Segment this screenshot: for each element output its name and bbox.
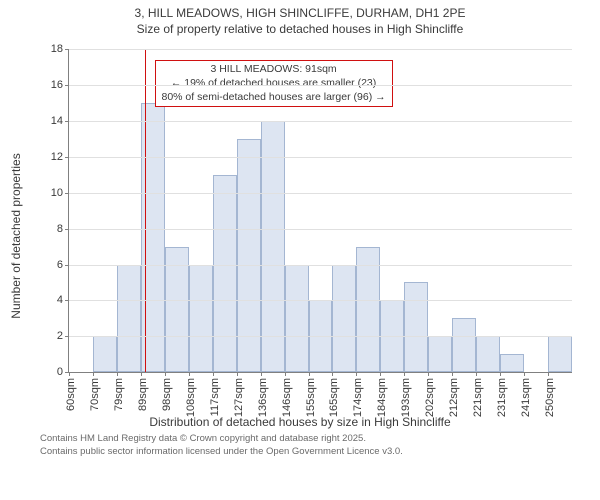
y-tick-label: 6 [57, 259, 69, 271]
annotation-line-1: 3 HILL MEADOWS: 91sqm [162, 63, 386, 77]
y-tick-label: 4 [57, 294, 69, 306]
histogram-bar [332, 265, 356, 373]
x-tick-mark [213, 372, 214, 376]
x-tick-label: 221sqm [472, 378, 484, 417]
histogram-bar [548, 336, 572, 372]
x-tick-label: 193sqm [400, 378, 412, 417]
y-tick-label: 2 [57, 330, 69, 342]
x-tick-mark [428, 372, 429, 376]
histogram-bar [285, 265, 309, 373]
gridline [69, 85, 572, 86]
gridline [69, 336, 572, 337]
x-tick-mark [69, 372, 70, 376]
x-tick-label: 202sqm [424, 378, 436, 417]
y-tick-label: 12 [51, 151, 69, 163]
x-tick-mark [93, 372, 94, 376]
x-tick-label: 174sqm [352, 378, 364, 417]
x-tick-mark [309, 372, 310, 376]
x-tick-mark [548, 372, 549, 376]
y-tick-label: 16 [51, 79, 69, 91]
title-line-1: 3, HILL MEADOWS, HIGH SHINCLIFFE, DURHAM… [0, 6, 600, 22]
x-tick-label: 136sqm [257, 378, 269, 417]
y-tick-label: 0 [57, 366, 69, 378]
footer-attribution: Contains HM Land Registry data © Crown c… [0, 431, 600, 458]
y-tick-label: 18 [51, 43, 69, 55]
histogram-bar [117, 265, 141, 373]
histogram-bar [261, 121, 285, 372]
x-tick-mark [117, 372, 118, 376]
x-tick-label: 79sqm [113, 378, 125, 411]
annotation-box: 3 HILL MEADOWS: 91sqm ← 19% of detached … [155, 60, 393, 107]
x-tick-label: 250sqm [544, 378, 556, 417]
plot-region: 3 HILL MEADOWS: 91sqm ← 19% of detached … [68, 49, 572, 373]
gridline [69, 193, 572, 194]
histogram-bar [189, 265, 213, 373]
histogram-bar [428, 336, 452, 372]
footer-line-2: Contains public sector information licen… [40, 446, 600, 458]
annotation-line-2: ← 19% of detached houses are smaller (23… [162, 77, 386, 91]
x-tick-mark [141, 372, 142, 376]
x-tick-mark [404, 372, 405, 376]
gridline [69, 265, 572, 266]
x-tick-mark [476, 372, 477, 376]
gridline [69, 157, 572, 158]
x-tick-label: 89sqm [137, 378, 149, 411]
annotation-line-3: 80% of semi-detached houses are larger (… [162, 91, 386, 105]
x-axis-label: Distribution of detached houses by size … [20, 415, 580, 429]
x-tick-label: 127sqm [233, 378, 245, 417]
x-tick-mark [261, 372, 262, 376]
x-tick-mark [285, 372, 286, 376]
chart-area: Number of detached properties 3 HILL MEA… [20, 41, 580, 431]
gridline [69, 121, 572, 122]
footer-line-1: Contains HM Land Registry data © Crown c… [40, 433, 600, 445]
chart-title: 3, HILL MEADOWS, HIGH SHINCLIFFE, DURHAM… [0, 0, 600, 37]
x-tick-label: 117sqm [209, 378, 221, 416]
x-tick-label: 241sqm [520, 378, 532, 417]
reference-marker-line [145, 49, 146, 372]
histogram-bar [404, 282, 428, 372]
x-tick-label: 146sqm [281, 378, 293, 417]
x-tick-mark [500, 372, 501, 376]
x-tick-label: 60sqm [65, 378, 77, 411]
x-tick-label: 165sqm [328, 378, 340, 417]
histogram-bar [452, 318, 476, 372]
x-tick-mark [452, 372, 453, 376]
gridline [69, 229, 572, 230]
x-tick-label: 231sqm [496, 378, 508, 417]
histogram-bar [500, 354, 524, 372]
title-line-2: Size of property relative to detached ho… [0, 22, 600, 38]
x-tick-mark [380, 372, 381, 376]
histogram-bar [476, 336, 500, 372]
x-tick-mark [332, 372, 333, 376]
y-axis-label: Number of detached properties [9, 153, 23, 318]
y-tick-label: 8 [57, 223, 69, 235]
y-tick-label: 14 [51, 115, 69, 127]
y-tick-label: 10 [51, 187, 69, 199]
x-tick-label: 108sqm [185, 378, 197, 417]
x-tick-mark [189, 372, 190, 376]
x-tick-label: 98sqm [161, 378, 173, 411]
x-tick-label: 155sqm [305, 378, 317, 417]
gridline [69, 49, 572, 50]
x-tick-label: 212sqm [448, 378, 460, 417]
histogram-bar [213, 175, 237, 372]
gridline [69, 300, 572, 301]
x-tick-mark [237, 372, 238, 376]
x-tick-mark [356, 372, 357, 376]
x-tick-mark [165, 372, 166, 376]
x-tick-label: 184sqm [376, 378, 388, 417]
histogram-bar [93, 336, 117, 372]
x-tick-mark [524, 372, 525, 376]
x-tick-label: 70sqm [89, 378, 101, 411]
